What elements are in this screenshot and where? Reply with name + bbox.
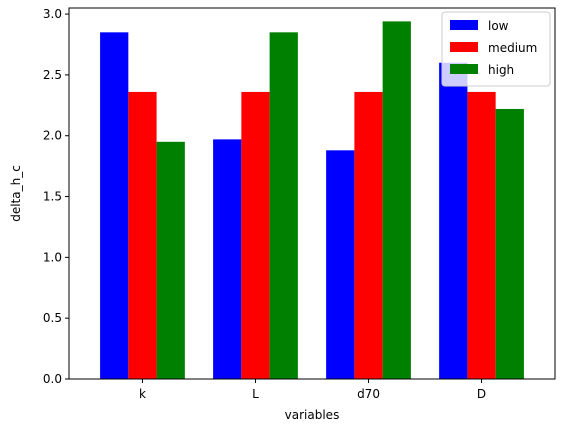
y-tick-label: 2.5 [43,68,62,82]
bar-medium-k [128,91,157,379]
x-axis-label: variables [285,408,340,422]
y-axis-ticks: 0.0 0.5 1.0 1.5 2.0 2.5 3.0 [43,7,69,386]
plot-frame [68,7,556,380]
bar-high-k [156,141,185,379]
legend-label-high: high [488,63,514,77]
x-tick-label: D [477,387,486,401]
y-tick-label: 0.0 [43,372,62,386]
legend-swatch-medium [450,42,478,52]
bar-low-D [439,62,468,380]
bar-medium-L [241,91,270,379]
x-tick-label: L [252,387,259,401]
legend-swatch-low [450,20,478,30]
y-tick-label: 0.5 [43,311,62,325]
y-tick-label: 3.0 [43,7,62,21]
bar-medium-D [467,91,496,379]
x-tick-label: d70 [357,387,380,401]
bars-group [100,21,524,380]
y-tick-label: 1.5 [43,190,62,204]
bar-high-d70 [382,21,411,379]
bar-high-D [495,108,524,379]
legend: low medium high [441,11,551,87]
bar-low-d70 [326,150,355,379]
y-tick-label: 2.0 [43,129,62,143]
y-tick-label: 1.0 [43,250,62,264]
bar-low-L [213,139,242,379]
x-tick-label: k [139,387,146,401]
bar-high-L [269,32,298,379]
legend-label-low: low [488,19,509,33]
bar-low-k [100,32,129,379]
legend-label-medium: medium [488,41,537,55]
bar-medium-d70 [354,91,383,379]
y-axis-label: delta_h_c [9,165,23,222]
legend-swatch-high [450,64,478,74]
